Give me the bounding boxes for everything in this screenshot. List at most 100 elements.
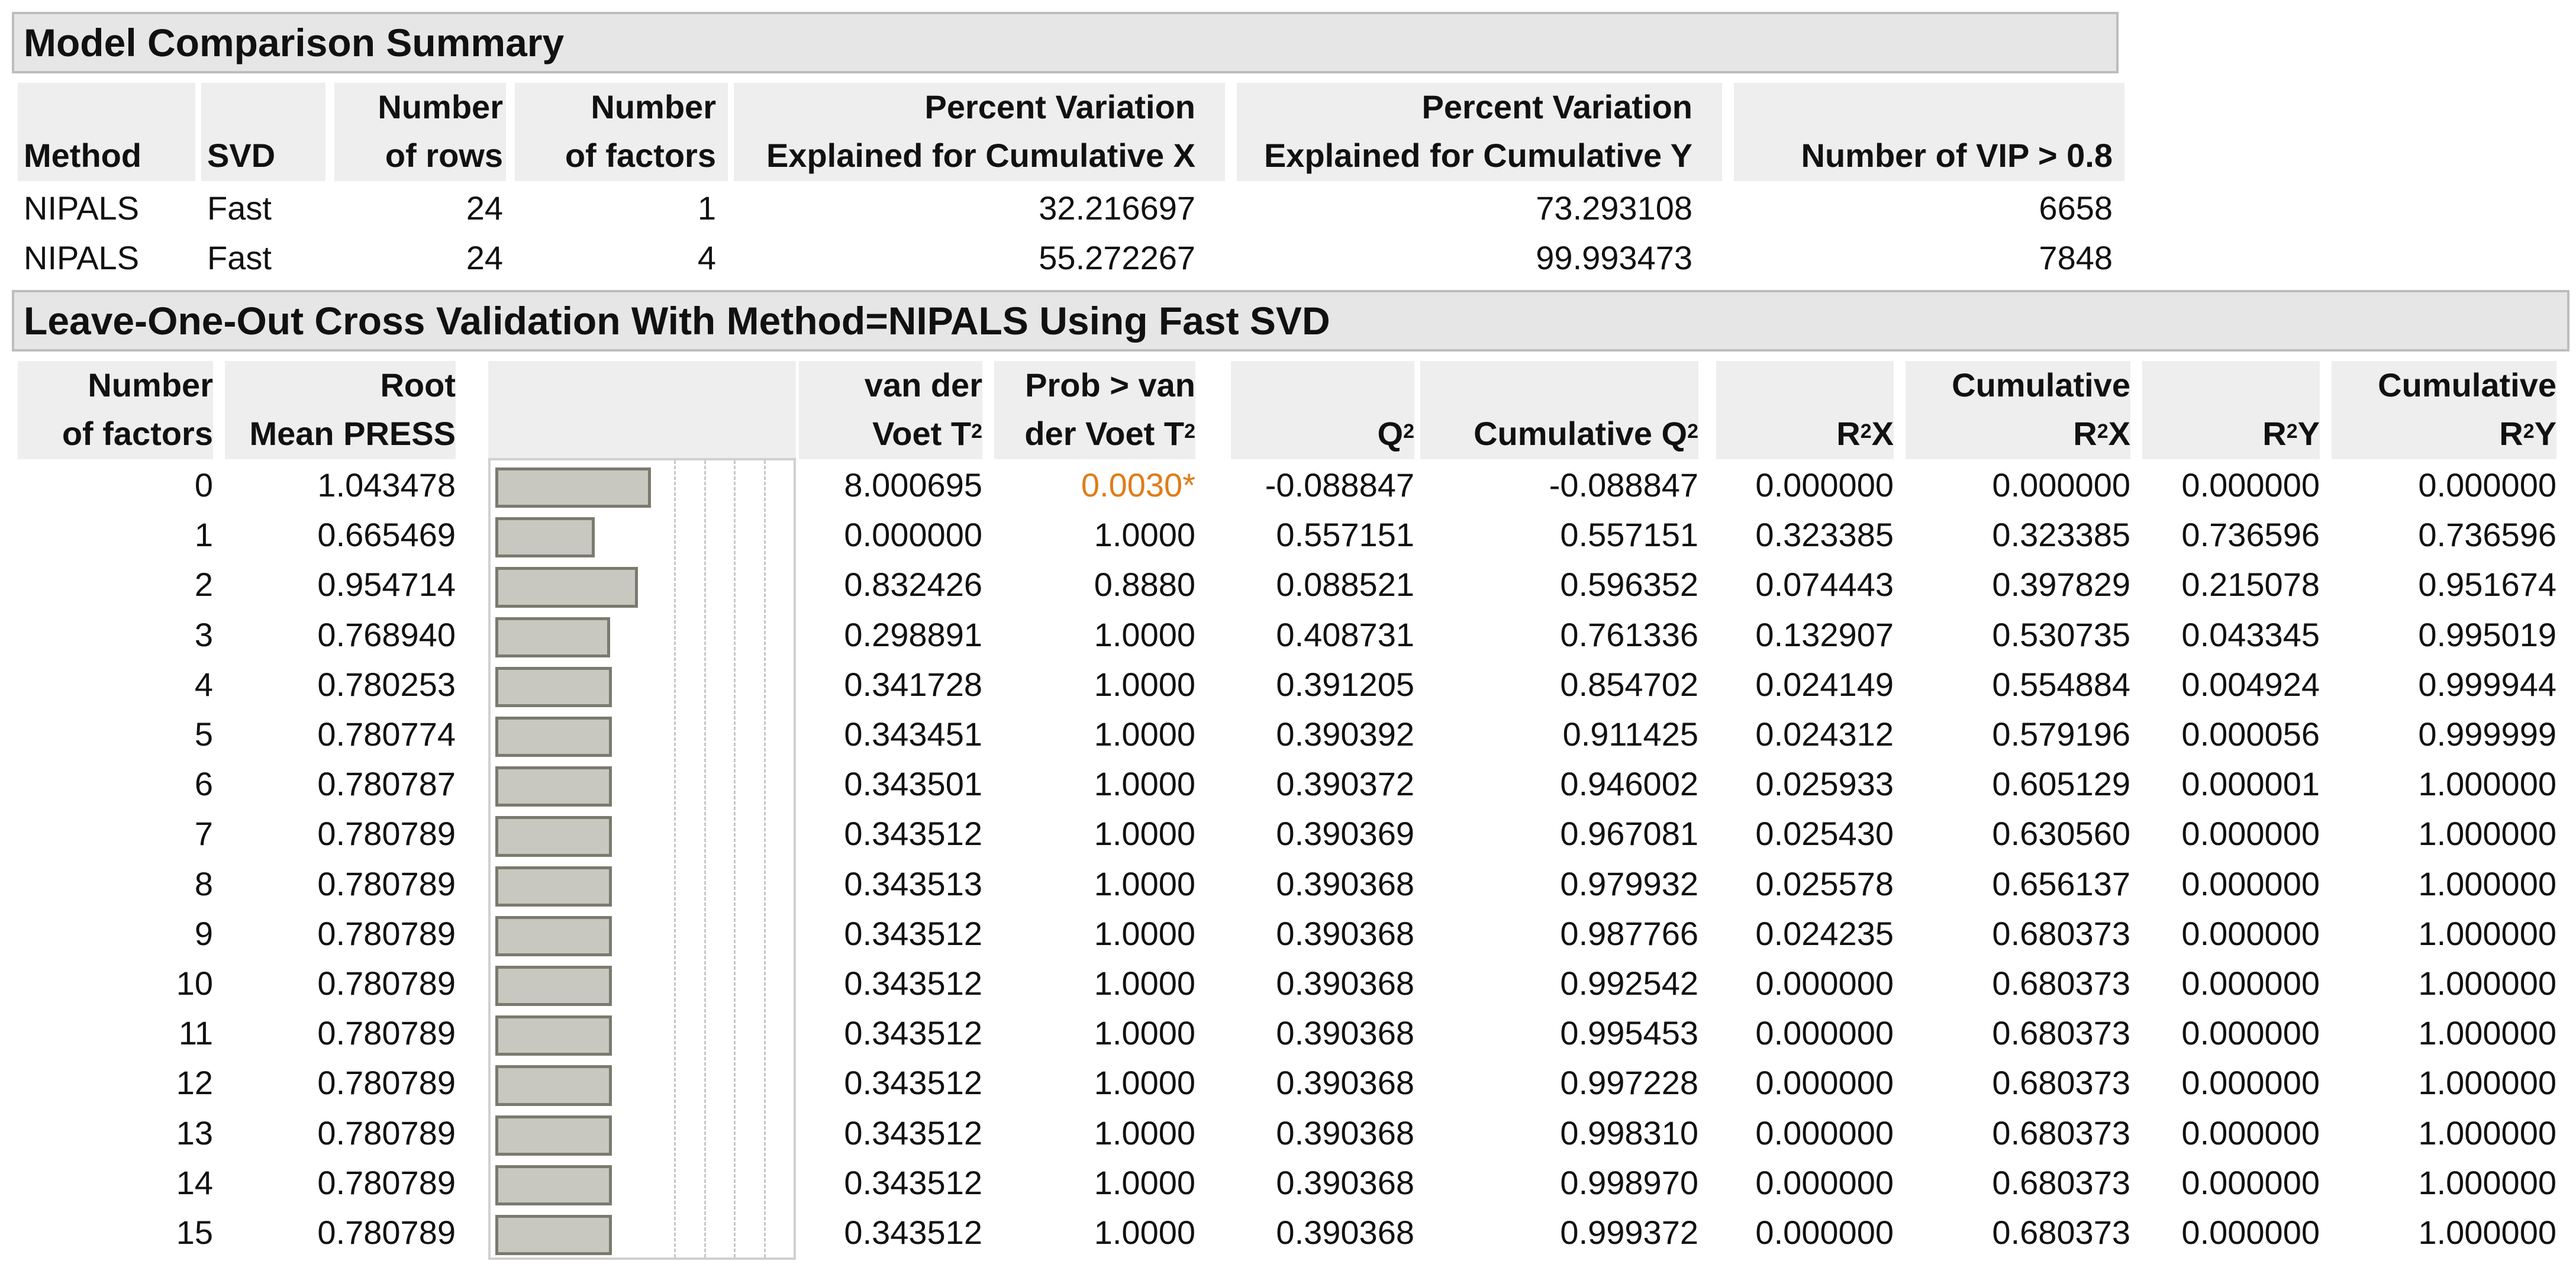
cv-table-cell: 0.390368	[1276, 1114, 1414, 1152]
cv-table-cell: 0.000000	[2181, 815, 2320, 853]
cv-table-cell: 0.343512	[844, 1214, 982, 1251]
cv-table-cell: 0.999944	[2418, 665, 2556, 703]
press-bar	[495, 666, 612, 707]
cv-header-bg	[799, 361, 982, 459]
cv-table-cell: 0.999372	[1560, 1214, 1698, 1251]
cv-table-cell: 0.000000	[1755, 965, 1894, 1002]
cv-table-cell: 0.911425	[1562, 715, 1698, 753]
cv-table-cell: 0.000000	[1755, 1114, 1894, 1152]
mc-table-cell: 24	[466, 189, 503, 227]
mc-column-header: SVD	[207, 137, 276, 174]
cv-table-cell: 8.000695	[844, 466, 982, 504]
cv-table-cell: 1.0000	[1094, 1163, 1195, 1201]
cv-table-cell: 0	[194, 466, 213, 504]
cv-table-cell: 0.024312	[1755, 715, 1894, 753]
cv-table-cell: 12	[176, 1064, 213, 1102]
mc-table-cell: 6658	[2039, 189, 2113, 227]
cv-table-cell: 0.780789	[317, 1214, 456, 1251]
press-bar-chart	[488, 458, 796, 1260]
cv-table-cell: 0.780789	[317, 914, 456, 952]
cv-column-header: Voet T2	[872, 415, 982, 452]
mc-table-cell: Fast	[207, 239, 272, 276]
cv-table-cell: 0.088521	[1276, 566, 1414, 604]
mc-table-cell: 73.293108	[1536, 189, 1692, 227]
model-comparison-header[interactable]: Model Comparison Summary	[12, 12, 2119, 73]
cv-header-bg	[1231, 361, 1414, 459]
cv-table-cell: 0.000000	[1755, 1064, 1894, 1102]
cv-table-cell: 0.656137	[1992, 865, 2130, 902]
mc-column-header-line1: Percent Variation	[1421, 88, 1692, 125]
cv-table-cell: 0.946002	[1560, 765, 1698, 803]
cv-header-bg	[225, 361, 456, 459]
cv-table-cell: 0.004924	[2181, 665, 2320, 703]
cv-table-cell: 3	[194, 615, 213, 653]
cv-table-cell: 0.298891	[844, 615, 982, 653]
cv-table-cell: 1.0000	[1094, 665, 1195, 703]
cv-table-cell: 0.000000	[2181, 466, 2320, 504]
cv-table-cell: 0.390368	[1276, 914, 1414, 952]
mc-column-header: of factors	[565, 137, 716, 174]
mc-column-header: Number of VIP > 0.8	[1801, 137, 2113, 174]
press-bar	[495, 966, 612, 1007]
mc-header-bg	[1237, 83, 1722, 181]
cv-table-cell: 0.343512	[844, 965, 982, 1002]
cv-table-cell: 0.557151	[1276, 516, 1414, 554]
cv-table-cell: 0.323385	[1992, 516, 2130, 554]
cv-table-cell: 0.025578	[1755, 865, 1894, 902]
cv-table-cell: 0.390368	[1276, 1064, 1414, 1102]
cv-table-cell: 5	[194, 715, 213, 753]
cv-table-cell: 0.043345	[2181, 615, 2320, 653]
cv-table-cell: 0.390372	[1276, 765, 1414, 803]
press-bar	[495, 617, 610, 657]
press-bar-gridline	[763, 460, 766, 1258]
cv-table-cell: 0.000056	[2181, 715, 2320, 753]
cv-table-cell: 0.000000	[2181, 1064, 2320, 1102]
cv-table-cell: 0.680373	[1992, 914, 2130, 952]
mc-table-cell: 24	[466, 239, 503, 276]
press-bar	[495, 1015, 612, 1056]
cv-table-cell: 0.780774	[317, 715, 456, 753]
significant-prob-value: 0.0030*	[1081, 466, 1195, 504]
cv-table-cell: 0.780789	[317, 1064, 456, 1102]
mc-header-bg	[515, 83, 728, 181]
cv-column-header: Cumulative Q2	[1474, 415, 1698, 452]
cv-table-cell: 0.025933	[1755, 765, 1894, 803]
cv-table-cell: 0.999999	[2418, 715, 2556, 753]
cv-table-cell: 0.343512	[844, 1064, 982, 1102]
cv-table-cell: 0.680373	[1992, 1163, 2130, 1201]
cv-table-cell: 0.000000	[2181, 865, 2320, 902]
mc-table-cell: 99.993473	[1536, 239, 1692, 276]
press-bar	[495, 866, 612, 907]
cv-table-cell: 0.000000	[1755, 1214, 1894, 1251]
cv-table-cell: 1.0000	[1094, 1014, 1195, 1052]
cv-table-cell: 4	[194, 665, 213, 703]
mc-table-cell: 4	[697, 239, 716, 276]
cv-table-cell: 0.998970	[1560, 1163, 1698, 1201]
cv-table-cell: 0.343512	[844, 1114, 982, 1152]
cv-column-header-line1: Cumulative	[2378, 366, 2556, 404]
press-bar-gridline	[674, 460, 676, 1258]
cv-table-cell: 1.000000	[2418, 765, 2556, 803]
cv-table-cell: 0.736596	[2181, 516, 2320, 554]
cv-table-cell: 0.780253	[317, 665, 456, 703]
mc-column-header: Explained for Cumulative Y	[1263, 137, 1692, 174]
cv-table-cell: 0.000000	[844, 516, 982, 554]
cv-table-cell: 1.0000	[1094, 516, 1195, 554]
cross-validation-header[interactable]: Leave-One-Out Cross Validation With Meth…	[12, 290, 2569, 352]
cv-table-cell: 0.391205	[1276, 665, 1414, 703]
press-bar	[495, 915, 612, 956]
cv-table-cell: 0.341728	[844, 665, 982, 703]
cv-header-bg	[1420, 361, 1698, 459]
press-bar	[495, 717, 612, 757]
cv-table-cell: 0.390369	[1276, 815, 1414, 853]
cv-header-bg	[1716, 361, 1894, 459]
cv-table-cell: 0.000000	[2418, 466, 2556, 504]
press-bar-gridline	[734, 460, 736, 1258]
cv-table-cell: 0.995019	[2418, 615, 2556, 653]
mc-header-bg	[734, 83, 1225, 181]
cv-table-cell: 0.000001	[2181, 765, 2320, 803]
cv-table-cell: 0.987766	[1560, 914, 1698, 952]
cv-table-cell: 9	[194, 914, 213, 952]
cv-table-cell: 0.024149	[1755, 665, 1894, 703]
mc-table-cell: 55.272267	[1039, 239, 1195, 276]
